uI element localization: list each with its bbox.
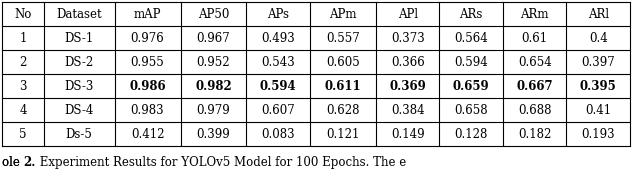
Text: AP50: AP50 <box>198 8 229 21</box>
Text: 0.654: 0.654 <box>518 55 552 69</box>
Text: DS-1: DS-1 <box>65 31 94 44</box>
Text: 2: 2 <box>19 55 27 69</box>
Text: APl: APl <box>397 8 418 21</box>
Text: Ds-5: Ds-5 <box>66 127 93 141</box>
Text: 0.594: 0.594 <box>260 80 296 93</box>
Text: No: No <box>14 8 31 21</box>
Bar <box>2 2 630 146</box>
Text: ole: ole <box>2 156 24 169</box>
Text: 0.658: 0.658 <box>454 103 488 116</box>
Text: DS-3: DS-3 <box>65 80 94 93</box>
Text: 0.688: 0.688 <box>518 103 552 116</box>
Text: 0.564: 0.564 <box>454 31 488 44</box>
Text: 0.628: 0.628 <box>326 103 360 116</box>
Text: 0.976: 0.976 <box>131 31 164 44</box>
Text: 0.983: 0.983 <box>131 103 164 116</box>
Text: 0.083: 0.083 <box>261 127 295 141</box>
Text: 0.121: 0.121 <box>326 127 360 141</box>
Text: 0.607: 0.607 <box>261 103 295 116</box>
Text: 2.: 2. <box>24 156 36 169</box>
Text: 0.366: 0.366 <box>391 55 424 69</box>
Text: ARm: ARm <box>520 8 549 21</box>
Text: 0.193: 0.193 <box>581 127 615 141</box>
Text: 0.4: 0.4 <box>589 31 607 44</box>
Text: 0.659: 0.659 <box>453 80 490 93</box>
Text: 0.955: 0.955 <box>131 55 164 69</box>
Text: 0.373: 0.373 <box>391 31 424 44</box>
Text: APs: APs <box>268 8 289 21</box>
Text: 0.149: 0.149 <box>391 127 424 141</box>
Text: 0.41: 0.41 <box>585 103 611 116</box>
Text: 0.493: 0.493 <box>261 31 295 44</box>
Text: ARs: ARs <box>460 8 483 21</box>
Text: Experiment Results for YOLOv5 Model for 100 Epochs. The e: Experiment Results for YOLOv5 Model for … <box>36 156 406 169</box>
Text: DS-2: DS-2 <box>65 55 94 69</box>
Text: ARl: ARl <box>588 8 609 21</box>
Text: 5: 5 <box>19 127 27 141</box>
Text: 3: 3 <box>19 80 27 93</box>
Text: 0.952: 0.952 <box>196 55 230 69</box>
Text: 0.182: 0.182 <box>518 127 552 141</box>
Text: 1: 1 <box>19 31 27 44</box>
Text: mAP: mAP <box>134 8 161 21</box>
Text: 0.399: 0.399 <box>196 127 230 141</box>
Text: 4: 4 <box>19 103 27 116</box>
Text: 0.369: 0.369 <box>389 80 426 93</box>
Text: ole: ole <box>2 156 24 169</box>
Text: 0.986: 0.986 <box>129 80 166 93</box>
Text: 0.61: 0.61 <box>522 31 548 44</box>
Text: 0.967: 0.967 <box>196 31 230 44</box>
Text: 0.611: 0.611 <box>324 80 361 93</box>
Text: 0.128: 0.128 <box>454 127 488 141</box>
Text: 0.395: 0.395 <box>580 80 616 93</box>
Text: 0.397: 0.397 <box>581 55 615 69</box>
Text: 0.384: 0.384 <box>391 103 424 116</box>
Text: 0.543: 0.543 <box>261 55 295 69</box>
Text: APm: APm <box>329 8 356 21</box>
Text: DS-4: DS-4 <box>65 103 94 116</box>
Text: 0.979: 0.979 <box>196 103 230 116</box>
Text: 0.605: 0.605 <box>326 55 360 69</box>
Text: Dataset: Dataset <box>56 8 102 21</box>
Text: 0.557: 0.557 <box>326 31 360 44</box>
Text: 0.412: 0.412 <box>131 127 164 141</box>
Text: 0.667: 0.667 <box>516 80 553 93</box>
Text: 0.594: 0.594 <box>454 55 488 69</box>
Text: 0.982: 0.982 <box>195 80 232 93</box>
